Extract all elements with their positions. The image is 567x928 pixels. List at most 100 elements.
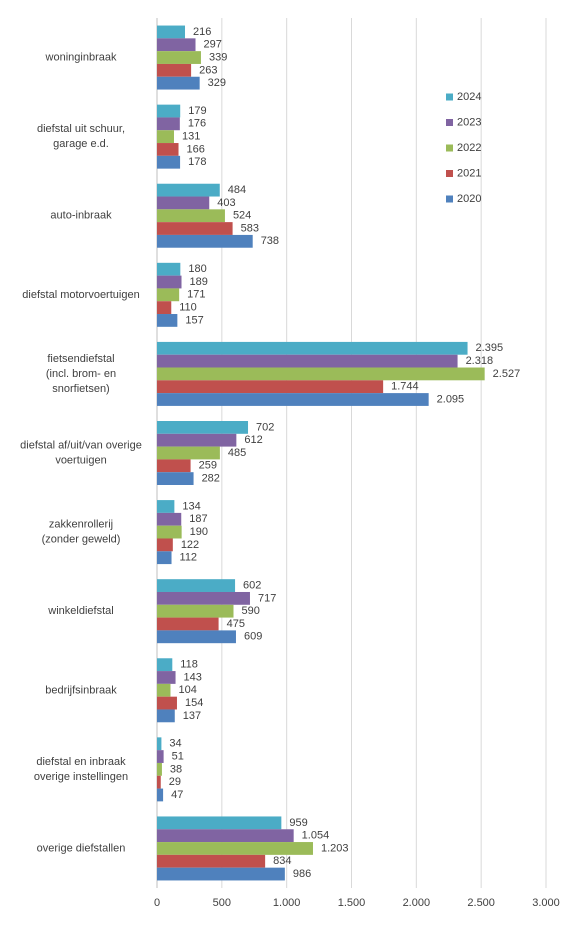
bar (157, 341, 468, 355)
bar (157, 512, 182, 526)
value-label: 339 (209, 51, 227, 63)
value-label: 134 (182, 500, 200, 512)
bar (157, 591, 250, 605)
value-label: 154 (185, 697, 203, 709)
value-label: 583 (241, 222, 259, 234)
x-tick-label: 1.000 (273, 897, 301, 909)
x-tick-label: 1.500 (338, 897, 366, 909)
bar (157, 234, 253, 248)
category-label: zakkenrollerij (zonder geweld) (42, 518, 121, 545)
x-tick-label: 2.000 (403, 897, 431, 909)
legend-swatch (446, 144, 453, 152)
value-label: 717 (258, 592, 276, 604)
category-label: winkeldiefstal (47, 605, 113, 617)
bar (157, 842, 313, 855)
bar (157, 196, 210, 210)
bar (157, 117, 180, 131)
bar (157, 209, 225, 223)
bar (157, 143, 179, 156)
legend-label: 2023 (457, 116, 481, 128)
bar (157, 775, 161, 789)
value-label: 1.054 (302, 830, 330, 842)
bar (157, 762, 162, 776)
bar (157, 51, 201, 64)
value-label: 176 (188, 118, 206, 130)
x-tick-label: 500 (213, 897, 231, 909)
bar (157, 829, 294, 843)
bar (157, 459, 191, 473)
value-label: 590 (242, 605, 260, 617)
bar (157, 433, 237, 447)
value-label: 178 (188, 156, 206, 168)
bar (157, 354, 458, 368)
bar (157, 538, 173, 552)
bar (157, 788, 164, 802)
value-label: 1.203 (321, 842, 349, 854)
category-label: overige diefstallen (37, 842, 126, 854)
value-label: 143 (184, 671, 202, 683)
bar (157, 76, 200, 90)
bar (157, 658, 173, 672)
value-label: 180 (188, 263, 206, 275)
x-tick-label: 2.500 (467, 897, 495, 909)
bar (157, 380, 384, 394)
value-label: 118 (180, 659, 198, 671)
bar (157, 393, 429, 406)
value-label: 51 (172, 750, 184, 762)
value-label: 216 (193, 26, 211, 38)
bar (157, 155, 181, 169)
value-label: 34 (169, 738, 181, 750)
category-label: diefstal uit schuur, garage e.d. (37, 123, 125, 150)
bar (157, 737, 162, 751)
bar (157, 551, 172, 565)
value-label: 2.395 (476, 342, 504, 354)
value-label: 834 (273, 855, 291, 867)
x-tick-label: 0 (154, 897, 160, 909)
value-label: 29 (169, 776, 181, 788)
value-label: 484 (228, 184, 246, 196)
bar (157, 671, 176, 684)
bar (157, 63, 192, 77)
value-label: 1.744 (391, 381, 419, 393)
value-label: 157 (185, 314, 203, 326)
value-label: 171 (187, 289, 205, 301)
bar (157, 275, 182, 289)
category-label: diefstal af/uit/van overige voertuigen (20, 439, 142, 466)
value-label: 738 (261, 235, 279, 247)
legend-label: 2021 (457, 167, 481, 179)
bar (157, 500, 175, 513)
bar (157, 683, 171, 697)
bar (157, 472, 194, 485)
category-label: auto-inbraak (50, 210, 112, 222)
bar (157, 421, 249, 434)
value-label: 475 (227, 618, 245, 630)
bar (157, 525, 182, 539)
value-label: 485 (228, 447, 246, 459)
value-label: 2.527 (493, 368, 521, 380)
value-label: 702 (256, 421, 274, 433)
category-label: diefstal en inbraak overige instellingen (34, 756, 128, 783)
value-label: 403 (217, 197, 235, 209)
value-label: 263 (199, 64, 217, 76)
bar (157, 630, 236, 644)
value-label: 131 (182, 131, 200, 143)
value-label: 187 (189, 513, 207, 525)
value-label: 259 (199, 460, 217, 472)
value-label: 112 (180, 552, 198, 564)
bar (157, 696, 177, 710)
bar (157, 130, 174, 144)
bar (157, 816, 282, 830)
value-label: 110 (179, 302, 197, 314)
bar (157, 104, 181, 118)
bar (157, 314, 178, 327)
value-label: 190 (190, 526, 208, 538)
value-label: 189 (190, 276, 208, 288)
bar (157, 25, 186, 39)
bar (157, 183, 220, 197)
value-label: 609 (244, 631, 262, 643)
bar (157, 579, 236, 592)
bar (157, 301, 172, 315)
bar (157, 288, 180, 302)
x-tick-label: 3.000 (532, 897, 560, 909)
